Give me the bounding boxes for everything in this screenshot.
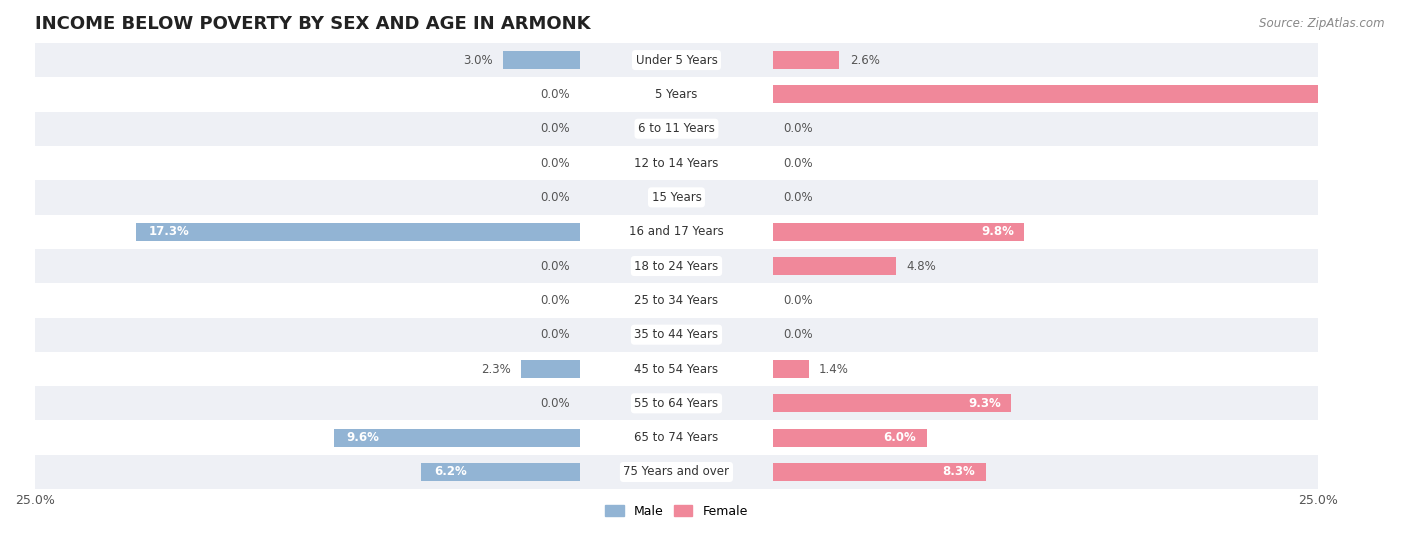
Bar bbox=[35, 352, 1317, 386]
Text: 0.0%: 0.0% bbox=[783, 328, 813, 341]
Text: INCOME BELOW POVERTY BY SEX AND AGE IN ARMONK: INCOME BELOW POVERTY BY SEX AND AGE IN A… bbox=[35, 15, 591, 33]
Bar bbox=[35, 77, 1317, 112]
Bar bbox=[35, 283, 1317, 318]
Bar bbox=[35, 420, 1317, 455]
Text: 3.0%: 3.0% bbox=[464, 54, 494, 67]
Text: 0.0%: 0.0% bbox=[783, 157, 813, 169]
Text: 35 to 44 Years: 35 to 44 Years bbox=[634, 328, 718, 341]
Text: 0.0%: 0.0% bbox=[540, 88, 569, 101]
Text: 25 to 34 Years: 25 to 34 Years bbox=[634, 294, 718, 307]
Text: 8.3%: 8.3% bbox=[942, 466, 976, 479]
Text: 0.0%: 0.0% bbox=[540, 191, 569, 204]
Bar bbox=[773, 429, 927, 447]
Text: 25.0%: 25.0% bbox=[1362, 88, 1405, 101]
Text: 0.0%: 0.0% bbox=[540, 157, 569, 169]
Bar bbox=[35, 455, 1317, 489]
Bar bbox=[422, 463, 581, 481]
Text: 5 Years: 5 Years bbox=[655, 88, 697, 101]
Bar bbox=[35, 180, 1317, 215]
Text: 2.6%: 2.6% bbox=[849, 54, 880, 67]
Text: 75 Years and over: 75 Years and over bbox=[623, 466, 730, 479]
Bar bbox=[773, 360, 808, 378]
Bar bbox=[35, 386, 1317, 420]
Text: 6.2%: 6.2% bbox=[434, 466, 467, 479]
Text: 2.3%: 2.3% bbox=[481, 362, 510, 376]
Bar bbox=[35, 146, 1317, 180]
Text: 0.0%: 0.0% bbox=[540, 397, 569, 410]
Text: 18 to 24 Years: 18 to 24 Years bbox=[634, 259, 718, 273]
Legend: Male, Female: Male, Female bbox=[600, 500, 752, 523]
Bar bbox=[35, 112, 1317, 146]
Text: 15 Years: 15 Years bbox=[651, 191, 702, 204]
Bar bbox=[773, 395, 1011, 412]
Bar bbox=[35, 249, 1317, 283]
Text: 0.0%: 0.0% bbox=[783, 294, 813, 307]
Text: 6 to 11 Years: 6 to 11 Years bbox=[638, 122, 714, 135]
Bar bbox=[333, 429, 581, 447]
Text: 9.8%: 9.8% bbox=[981, 225, 1014, 238]
Bar bbox=[773, 86, 1406, 103]
Text: 45 to 54 Years: 45 to 54 Years bbox=[634, 362, 718, 376]
Text: 1.4%: 1.4% bbox=[818, 362, 849, 376]
Bar bbox=[773, 257, 896, 275]
Text: 0.0%: 0.0% bbox=[540, 328, 569, 341]
Bar bbox=[35, 43, 1317, 77]
Bar bbox=[773, 51, 839, 69]
Text: 9.6%: 9.6% bbox=[347, 431, 380, 444]
Text: 17.3%: 17.3% bbox=[149, 225, 190, 238]
Text: 6.0%: 6.0% bbox=[883, 431, 917, 444]
Text: 4.8%: 4.8% bbox=[905, 259, 936, 273]
Bar bbox=[773, 223, 1024, 240]
Text: 0.0%: 0.0% bbox=[540, 294, 569, 307]
Text: 65 to 74 Years: 65 to 74 Years bbox=[634, 431, 718, 444]
Text: 0.0%: 0.0% bbox=[540, 259, 569, 273]
Bar bbox=[35, 318, 1317, 352]
Text: 12 to 14 Years: 12 to 14 Years bbox=[634, 157, 718, 169]
Text: 0.0%: 0.0% bbox=[783, 122, 813, 135]
Text: 55 to 64 Years: 55 to 64 Years bbox=[634, 397, 718, 410]
Text: 9.3%: 9.3% bbox=[969, 397, 1001, 410]
Bar bbox=[773, 463, 986, 481]
Bar bbox=[35, 215, 1317, 249]
Text: 0.0%: 0.0% bbox=[540, 122, 569, 135]
Text: Under 5 Years: Under 5 Years bbox=[636, 54, 717, 67]
Bar bbox=[522, 360, 581, 378]
Text: 16 and 17 Years: 16 and 17 Years bbox=[628, 225, 724, 238]
Bar bbox=[136, 223, 581, 240]
Text: 0.0%: 0.0% bbox=[783, 191, 813, 204]
Text: Source: ZipAtlas.com: Source: ZipAtlas.com bbox=[1260, 17, 1385, 30]
Bar bbox=[503, 51, 581, 69]
